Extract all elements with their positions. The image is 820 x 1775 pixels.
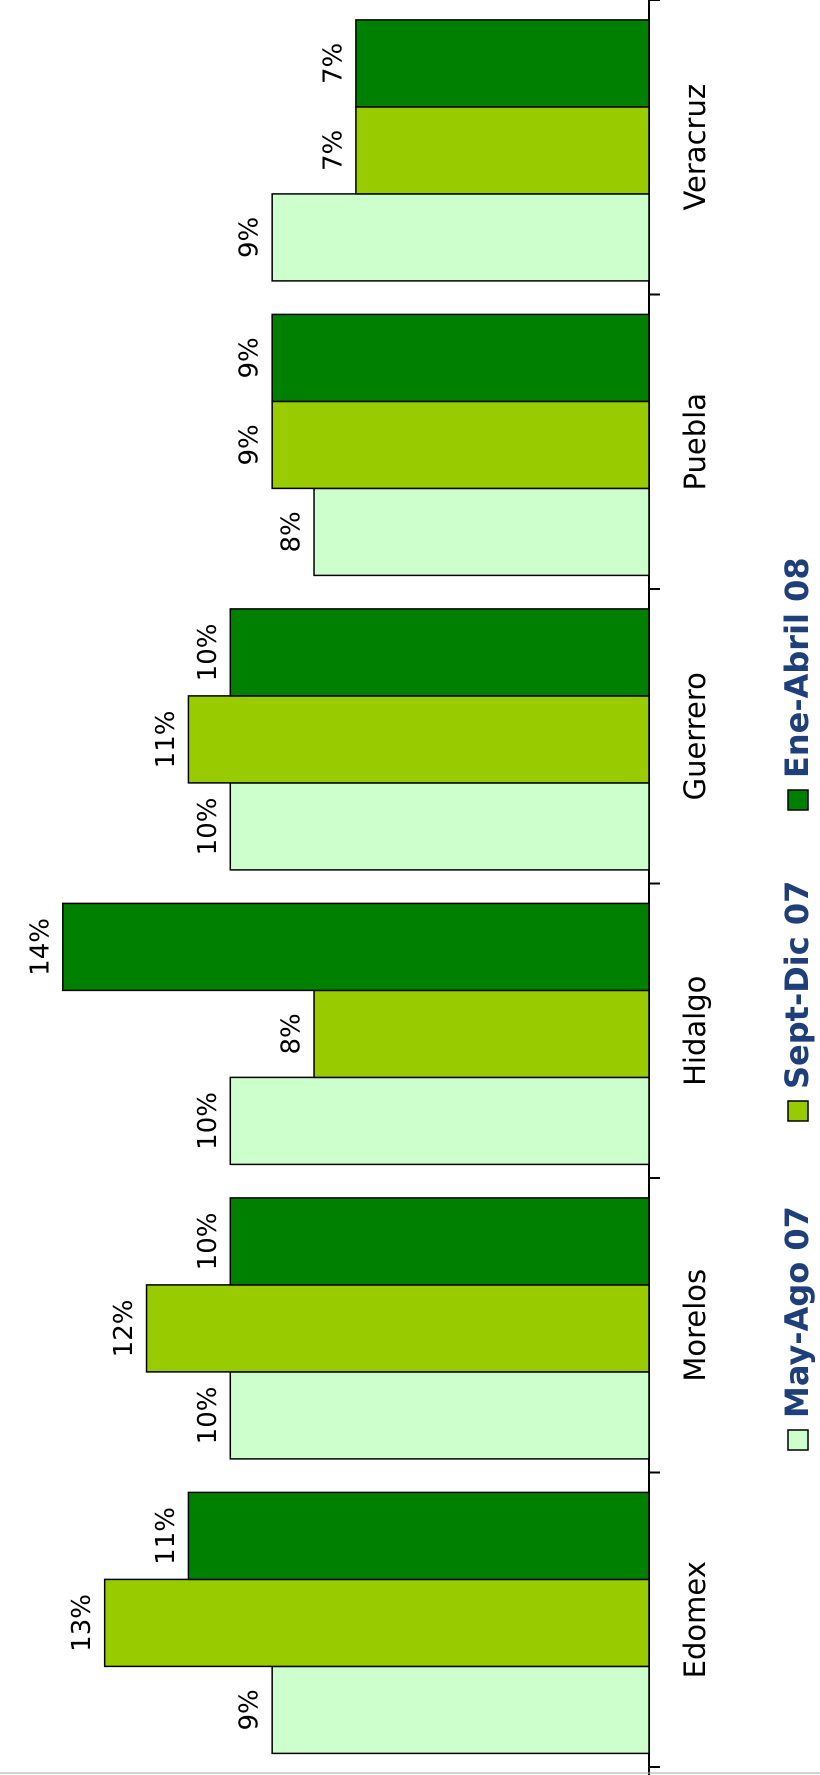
legend-label: Ene-Abril 08: [778, 557, 816, 778]
legend-label: May-Ago 07: [778, 1206, 816, 1418]
bar: [229, 1197, 650, 1286]
x-tick-label: Hidalgo: [678, 976, 712, 1086]
data-label: 8%: [277, 511, 307, 552]
x-tick-label: Morelos: [678, 1269, 712, 1382]
legend-swatch: [787, 789, 809, 811]
data-label: 10%: [193, 1092, 223, 1150]
legend-swatch: [787, 1100, 809, 1122]
bar: [62, 902, 650, 992]
data-label: 7%: [318, 130, 348, 171]
bar: [313, 989, 650, 1079]
data-label: 7%: [318, 43, 348, 84]
data-label: 11%: [151, 1507, 181, 1565]
bar: [271, 1665, 650, 1755]
data-label: 11%: [151, 711, 181, 769]
data-label: 10%: [193, 798, 223, 856]
bar: [187, 1491, 650, 1581]
data-label: 14%: [25, 918, 55, 976]
bar: [229, 782, 650, 871]
bar: [313, 487, 650, 577]
x-tick-label: Puebla: [678, 393, 712, 490]
data-label: 12%: [109, 1300, 139, 1358]
bar: [271, 193, 650, 282]
data-label: 10%: [193, 1213, 223, 1271]
bar: [229, 608, 650, 697]
bar: [103, 1578, 650, 1668]
data-label: 9%: [235, 1689, 265, 1730]
legend-label: Sept-Dic 07: [778, 881, 816, 1089]
bar: [355, 106, 650, 195]
data-label: 10%: [193, 1387, 223, 1445]
legend-swatch: [787, 1429, 809, 1451]
data-label: 8%: [277, 1013, 307, 1054]
x-tick-label: Veracruz: [678, 84, 712, 211]
data-label: 9%: [235, 424, 265, 465]
bar: [229, 1371, 650, 1460]
rotated-plot: Edomex 9% 13% 11% Morelos 10% 12% 10% Hidalgo 10%…: [25, 0, 816, 1775]
bar: [271, 313, 650, 403]
bar: [271, 400, 650, 490]
bar: [145, 1284, 650, 1373]
data-label: 10%: [193, 624, 223, 682]
data-label: 13%: [67, 1594, 97, 1652]
bar: [229, 1076, 650, 1166]
x-tick-label: Guerrero: [678, 672, 712, 800]
bar: [355, 19, 650, 108]
x-tick-label: Edomex: [678, 1561, 712, 1678]
data-label: 9%: [235, 337, 265, 378]
data-label: 9%: [235, 217, 265, 258]
bar: [187, 695, 650, 784]
